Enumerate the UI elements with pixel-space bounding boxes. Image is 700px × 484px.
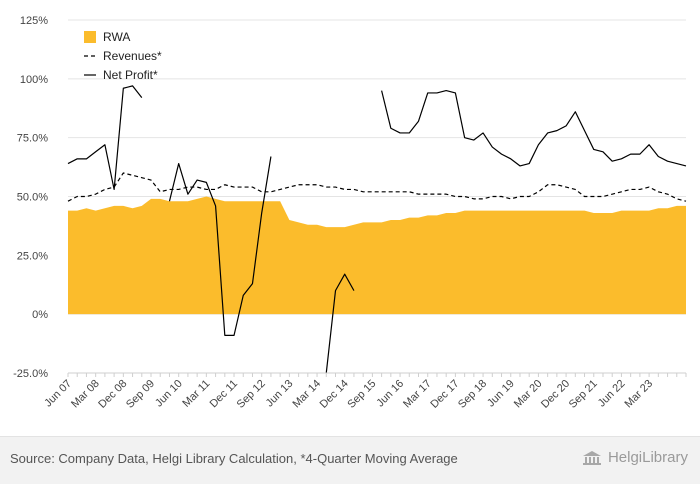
net-profit-line bbox=[382, 91, 686, 166]
footer-bar: Source: Company Data, Helgi Library Calc… bbox=[0, 436, 700, 484]
x-tick-label: Jun 16 bbox=[374, 378, 406, 410]
x-tick-label: Mar 14 bbox=[290, 378, 323, 411]
y-tick-label: 25.0% bbox=[17, 250, 48, 262]
x-tick-label: Jun 07 bbox=[42, 378, 74, 410]
y-tick-label: 100% bbox=[20, 74, 48, 86]
x-tick-label: Mar 23 bbox=[623, 378, 656, 411]
x-tick-label: Dec 20 bbox=[539, 378, 572, 411]
x-tick-label: Sep 15 bbox=[345, 378, 378, 411]
legend-label-revenues: Revenues* bbox=[103, 49, 162, 63]
y-tick-label: 125% bbox=[20, 15, 48, 27]
rwa-area-layer bbox=[68, 196, 686, 314]
x-tick-label: Sep 12 bbox=[235, 378, 268, 411]
x-tick-label: Mar 11 bbox=[180, 378, 212, 410]
y-axis: -25.0% 0% 25.0% 50.0% 75.0% 100% 125% bbox=[13, 15, 48, 380]
legend-label-net-profit: Net Profit* bbox=[103, 68, 158, 82]
y-tick-label: 0% bbox=[32, 309, 48, 321]
x-tick-label: Mar 20 bbox=[512, 378, 545, 411]
library-building-icon bbox=[582, 450, 602, 466]
chart-svg: -25.0%0%25.0%50.0%75.0%100%125% Jun 07Ma… bbox=[0, 0, 700, 436]
rwa-area bbox=[68, 197, 686, 315]
x-tick-label: Mar 17 bbox=[401, 378, 434, 411]
legend: RWA Revenues* Net Profit* bbox=[84, 30, 162, 82]
x-tick-label: Mar 08 bbox=[69, 378, 102, 411]
x-tick-label: Dec 11 bbox=[208, 378, 241, 411]
brand-logo[interactable]: HelgiLibrary bbox=[582, 449, 688, 466]
x-tick-label: Sep 09 bbox=[124, 378, 157, 411]
x-tick-label: Jun 22 bbox=[596, 378, 628, 410]
source-note: Source: Company Data, Helgi Library Calc… bbox=[10, 451, 458, 466]
brand-name: HelgiLibrary bbox=[608, 449, 688, 466]
x-tick-label: Dec 17 bbox=[428, 378, 461, 411]
x-tick-label: Sep 18 bbox=[456, 378, 489, 411]
y-tick-label: 75.0% bbox=[17, 133, 48, 145]
y-tick-label: 50.0% bbox=[17, 192, 48, 204]
x-tick-label: Dec 08 bbox=[96, 378, 129, 411]
x-tick-label: Dec 14 bbox=[318, 378, 351, 411]
legend-label-rwa: RWA bbox=[103, 30, 130, 44]
y-tick-label: -25.0% bbox=[13, 368, 48, 380]
x-tick-label: Sep 21 bbox=[567, 378, 600, 411]
x-tick-label: Jun 13 bbox=[264, 378, 296, 410]
x-tick-label: Jun 10 bbox=[153, 378, 185, 410]
x-tick-label: Jun 19 bbox=[485, 378, 517, 410]
legend-swatch-rwa bbox=[84, 31, 96, 43]
